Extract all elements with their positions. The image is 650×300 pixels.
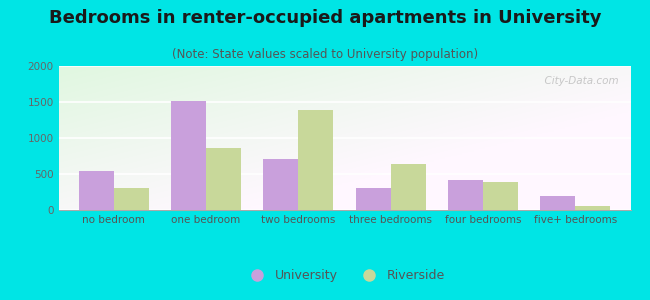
Bar (114, 188, 149, 210)
Bar (171, 100, 206, 210)
Bar (391, 164, 426, 210)
Bar (79, 171, 114, 210)
Bar (356, 188, 391, 210)
Bar (263, 159, 298, 210)
Bar (575, 206, 610, 210)
Text: (Note: State values scaled to University population): (Note: State values scaled to University… (172, 48, 478, 61)
Text: City-Data.com: City-Data.com (538, 76, 619, 86)
Bar (483, 182, 518, 210)
Bar (206, 148, 241, 210)
Bar (298, 110, 333, 210)
Bar (448, 181, 483, 210)
Bar (540, 196, 575, 210)
Legend: University, Riverside: University, Riverside (239, 264, 450, 287)
Text: Bedrooms in renter-occupied apartments in University: Bedrooms in renter-occupied apartments i… (49, 9, 601, 27)
